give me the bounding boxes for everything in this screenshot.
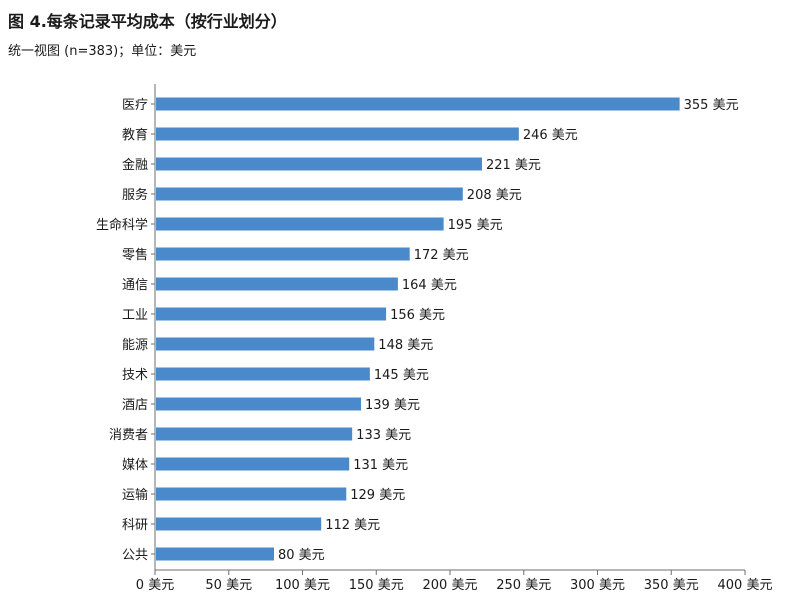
x-tick-label: 400 美元 xyxy=(718,578,773,593)
category-label: 消费者 xyxy=(109,428,148,443)
bar xyxy=(156,547,274,561)
value-label: 148 美元 xyxy=(378,338,433,353)
value-label: 246 美元 xyxy=(523,128,578,143)
bar xyxy=(156,97,680,111)
bar xyxy=(156,457,350,471)
x-tick-label: 200 美元 xyxy=(423,578,478,593)
bar xyxy=(156,367,370,381)
bar xyxy=(156,397,362,411)
category-label: 通信 xyxy=(122,278,148,293)
category-label: 能源 xyxy=(122,338,148,353)
value-label: 133 美元 xyxy=(356,428,411,443)
x-tick-label: 150 美元 xyxy=(349,578,404,593)
x-tick-label: 50 美元 xyxy=(205,578,252,593)
bar xyxy=(156,517,322,531)
chart-subtitle: 统一视图 (n=383)；单位：美元 xyxy=(8,44,197,59)
category-label: 科研 xyxy=(122,518,148,533)
value-label: 145 美元 xyxy=(374,368,429,383)
value-label: 164 美元 xyxy=(402,278,457,293)
value-label: 172 美元 xyxy=(414,248,469,263)
x-tick-label: 350 美元 xyxy=(644,578,699,593)
value-label: 129 美元 xyxy=(350,488,405,503)
value-label: 80 美元 xyxy=(278,548,325,563)
value-label: 355 美元 xyxy=(684,98,739,113)
bar xyxy=(156,337,375,351)
category-label: 技术 xyxy=(122,368,148,383)
bar xyxy=(156,487,347,501)
bar xyxy=(156,157,482,171)
bar xyxy=(156,427,353,441)
value-label: 131 美元 xyxy=(353,458,408,473)
category-label: 媒体 xyxy=(122,458,148,473)
category-label: 金融 xyxy=(122,157,148,173)
bar xyxy=(156,187,463,201)
category-label: 运输 xyxy=(122,487,148,503)
category-label: 服务 xyxy=(122,187,148,203)
chart-title: 图 4.每条记录平均成本（按行业划分） xyxy=(8,12,287,31)
x-tick-label: 300 美元 xyxy=(570,578,625,593)
x-tick-label: 0 美元 xyxy=(136,578,174,593)
category-label: 公共 xyxy=(122,548,148,563)
value-label: 156 美元 xyxy=(390,308,445,323)
value-label: 221 美元 xyxy=(486,158,541,173)
x-tick-label: 100 美元 xyxy=(275,578,330,593)
category-label: 零售 xyxy=(122,247,148,263)
bar xyxy=(156,127,519,141)
bar xyxy=(156,277,398,291)
bar xyxy=(156,217,444,231)
category-label: 医疗 xyxy=(122,98,148,113)
value-label: 195 美元 xyxy=(448,218,503,233)
category-label: 生命科学 xyxy=(96,217,148,233)
value-label: 208 美元 xyxy=(467,188,522,203)
bar xyxy=(156,247,410,261)
category-label: 工业 xyxy=(122,308,148,323)
category-label: 酒店 xyxy=(122,398,148,413)
category-label: 教育 xyxy=(122,127,148,143)
value-label: 139 美元 xyxy=(365,398,420,413)
value-label: 112 美元 xyxy=(325,518,380,533)
bar xyxy=(156,307,387,321)
x-tick-label: 250 美元 xyxy=(496,578,551,593)
